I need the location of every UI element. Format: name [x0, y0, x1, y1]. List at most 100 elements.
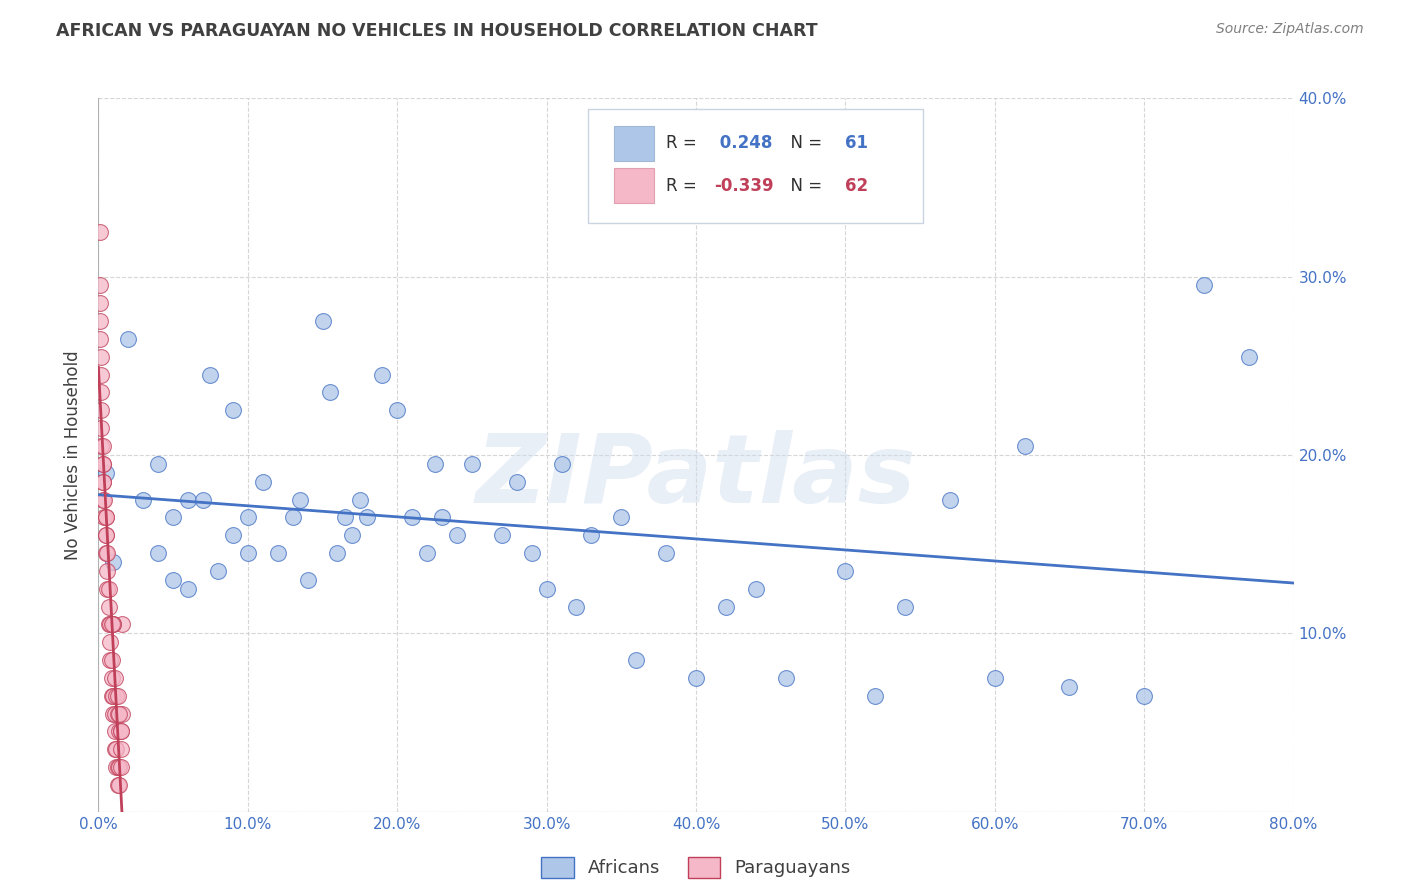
Point — [108, 760, 131, 774]
Text: N =: N = — [779, 177, 827, 194]
Point — [775, 671, 797, 685]
Point — [91, 457, 114, 471]
Point — [252, 475, 274, 489]
Point — [550, 457, 572, 471]
Point — [356, 510, 378, 524]
Point — [94, 510, 117, 524]
Point — [191, 492, 214, 507]
Point — [101, 689, 124, 703]
Point — [90, 368, 112, 382]
Point — [110, 724, 132, 739]
Point — [104, 742, 127, 756]
Text: AFRICAN VS PARAGUAYAN NO VEHICLES IN HOUSEHOLD CORRELATION CHART: AFRICAN VS PARAGUAYAN NO VEHICLES IN HOU… — [56, 22, 818, 40]
Point — [94, 528, 117, 542]
Text: 0.248: 0.248 — [714, 134, 772, 152]
Point — [90, 421, 112, 435]
Text: 62: 62 — [845, 177, 869, 194]
Point — [1192, 278, 1215, 293]
Point — [105, 742, 128, 756]
Point — [108, 724, 131, 739]
Point — [90, 403, 112, 417]
Point — [91, 475, 114, 489]
Point — [100, 617, 122, 632]
Point — [371, 368, 394, 382]
Point — [101, 671, 124, 685]
Point — [319, 385, 342, 400]
Point — [89, 296, 111, 310]
FancyBboxPatch shape — [588, 109, 922, 223]
Point — [326, 546, 349, 560]
Point — [94, 528, 117, 542]
Point — [311, 314, 333, 328]
Text: ZIPatlas: ZIPatlas — [475, 430, 917, 523]
Point — [222, 528, 245, 542]
Point — [111, 617, 134, 632]
Point — [297, 573, 319, 587]
Point — [110, 724, 132, 739]
Point — [565, 599, 588, 614]
Point — [1059, 680, 1081, 694]
Point — [222, 403, 245, 417]
Point — [94, 510, 117, 524]
Point — [100, 635, 122, 649]
Point — [461, 457, 484, 471]
Point — [581, 528, 603, 542]
Point — [984, 671, 1007, 685]
Legend: Africans, Paraguayans: Africans, Paraguayans — [534, 849, 858, 885]
Point — [96, 564, 118, 578]
Point — [89, 278, 111, 293]
Point — [105, 760, 128, 774]
Point — [91, 492, 114, 507]
Point — [90, 350, 112, 364]
Point — [91, 439, 114, 453]
Point — [90, 385, 112, 400]
Point — [236, 546, 259, 560]
Point — [90, 439, 112, 453]
Point — [101, 617, 124, 632]
Point — [385, 403, 409, 417]
Point — [91, 475, 114, 489]
Point — [94, 546, 117, 560]
Point — [89, 225, 111, 239]
Point — [94, 466, 117, 480]
Point — [107, 760, 129, 774]
Point — [89, 314, 111, 328]
Point — [430, 510, 453, 524]
Text: Source: ZipAtlas.com: Source: ZipAtlas.com — [1216, 22, 1364, 37]
Point — [104, 706, 127, 721]
Point — [236, 510, 259, 524]
Point — [626, 653, 648, 667]
Point — [446, 528, 468, 542]
Point — [93, 492, 115, 507]
Point — [714, 599, 737, 614]
Point — [110, 760, 132, 774]
Point — [111, 706, 134, 721]
Point — [117, 332, 139, 346]
Point — [107, 706, 129, 721]
Point — [939, 492, 962, 507]
Point — [89, 332, 111, 346]
Point — [423, 457, 446, 471]
Point — [288, 492, 311, 507]
Point — [200, 368, 222, 382]
Text: -0.339: -0.339 — [714, 177, 773, 194]
Point — [148, 546, 170, 560]
Point — [506, 475, 529, 489]
Point — [349, 492, 371, 507]
Point — [333, 510, 356, 524]
Point — [1133, 689, 1156, 703]
Point — [177, 582, 200, 596]
Point — [103, 689, 125, 703]
Point — [107, 689, 129, 703]
Point — [104, 724, 127, 739]
Text: R =: R = — [666, 134, 702, 152]
Point — [267, 546, 290, 560]
Point — [401, 510, 423, 524]
Y-axis label: No Vehicles in Household: No Vehicles in Household — [65, 350, 83, 560]
Point — [103, 617, 125, 632]
Point — [177, 492, 200, 507]
Point — [100, 653, 122, 667]
Point — [610, 510, 633, 524]
Point — [685, 671, 707, 685]
Point — [103, 617, 125, 632]
